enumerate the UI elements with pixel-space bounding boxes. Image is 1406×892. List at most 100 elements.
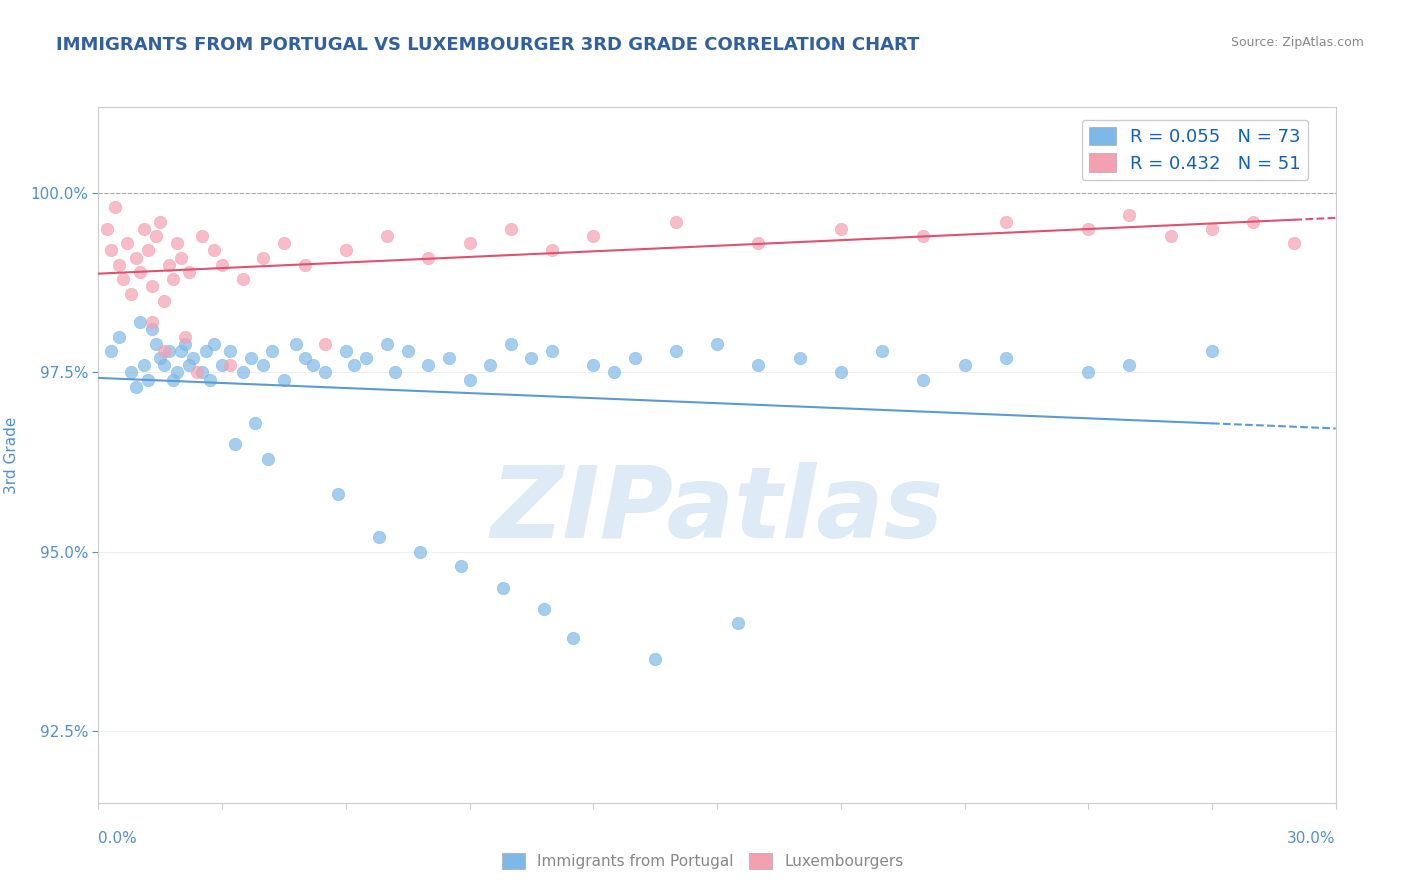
Point — [260, 343, 283, 358]
Point — [117, 236, 139, 251]
Point — [170, 251, 193, 265]
Point — [108, 258, 131, 272]
Legend: Immigrants from Portugal, Luxembourgers: Immigrants from Portugal, Luxembourgers — [496, 847, 910, 875]
Text: IMMIGRANTS FROM PORTUGAL VS LUXEMBOURGER 3RD GRADE CORRELATION CHART: IMMIGRANTS FROM PORTUGAL VS LUXEMBOURGER… — [56, 36, 920, 54]
Point — [194, 343, 217, 358]
Point — [112, 272, 135, 286]
Point — [100, 244, 122, 258]
Point — [1201, 222, 1223, 236]
Point — [499, 222, 522, 236]
Point — [243, 416, 266, 430]
Point — [100, 343, 122, 358]
Point — [644, 652, 666, 666]
Point — [104, 201, 127, 215]
Point — [375, 229, 398, 244]
Point — [141, 315, 163, 329]
Point — [240, 351, 263, 365]
Point — [145, 229, 167, 244]
Point — [232, 272, 254, 286]
Point — [124, 251, 146, 265]
Point — [285, 336, 308, 351]
Point — [273, 236, 295, 251]
Point — [132, 222, 155, 236]
Point — [1241, 215, 1264, 229]
Point — [186, 366, 208, 380]
Point — [232, 366, 254, 380]
Point — [747, 358, 769, 372]
Point — [458, 373, 481, 387]
Text: Source: ZipAtlas.com: Source: ZipAtlas.com — [1230, 36, 1364, 49]
Point — [202, 336, 225, 351]
Point — [124, 380, 146, 394]
Point — [623, 351, 645, 365]
Point — [458, 236, 481, 251]
Point — [145, 336, 167, 351]
Point — [727, 616, 749, 631]
Point — [302, 358, 325, 372]
Point — [202, 244, 225, 258]
Point — [603, 366, 626, 380]
Point — [174, 329, 197, 343]
Point — [1077, 366, 1099, 380]
Y-axis label: 3rd Grade: 3rd Grade — [4, 417, 18, 493]
Point — [294, 351, 316, 365]
Point — [418, 358, 440, 372]
Point — [181, 351, 204, 365]
Point — [128, 315, 150, 329]
Point — [367, 530, 389, 544]
Point — [174, 336, 197, 351]
Point — [153, 358, 176, 372]
Point — [789, 351, 811, 365]
Point — [499, 336, 522, 351]
Point — [561, 631, 583, 645]
Point — [582, 358, 605, 372]
Point — [252, 251, 274, 265]
Point — [912, 373, 935, 387]
Point — [141, 322, 163, 336]
Point — [384, 366, 406, 380]
Point — [994, 215, 1017, 229]
Point — [541, 343, 564, 358]
Text: 0.0%: 0.0% — [98, 830, 138, 846]
Point — [953, 358, 976, 372]
Point — [120, 286, 142, 301]
Text: 30.0%: 30.0% — [1288, 830, 1336, 846]
Point — [141, 279, 163, 293]
Point — [1284, 236, 1306, 251]
Point — [830, 222, 852, 236]
Point — [994, 351, 1017, 365]
Point — [533, 602, 555, 616]
Point — [96, 222, 118, 236]
Point — [870, 343, 893, 358]
Point — [830, 366, 852, 380]
Point — [314, 366, 336, 380]
Legend: R = 0.055   N = 73, R = 0.432   N = 51: R = 0.055 N = 73, R = 0.432 N = 51 — [1081, 120, 1308, 180]
Point — [665, 215, 688, 229]
Point — [219, 343, 242, 358]
Point — [211, 358, 233, 372]
Point — [149, 351, 172, 365]
Point — [450, 559, 472, 574]
Point — [128, 265, 150, 279]
Point — [136, 244, 159, 258]
Point — [162, 373, 184, 387]
Point — [479, 358, 502, 372]
Point — [162, 272, 184, 286]
Point — [166, 236, 188, 251]
Point — [396, 343, 419, 358]
Point — [582, 229, 605, 244]
Point — [409, 545, 432, 559]
Point — [335, 343, 357, 358]
Point — [273, 373, 295, 387]
Point — [219, 358, 242, 372]
Point — [1160, 229, 1182, 244]
Point — [179, 265, 201, 279]
Text: ZIPatlas: ZIPatlas — [491, 462, 943, 559]
Point — [418, 251, 440, 265]
Point — [1118, 358, 1140, 372]
Point — [224, 437, 246, 451]
Point — [153, 343, 176, 358]
Point — [437, 351, 460, 365]
Point — [157, 258, 180, 272]
Point — [294, 258, 316, 272]
